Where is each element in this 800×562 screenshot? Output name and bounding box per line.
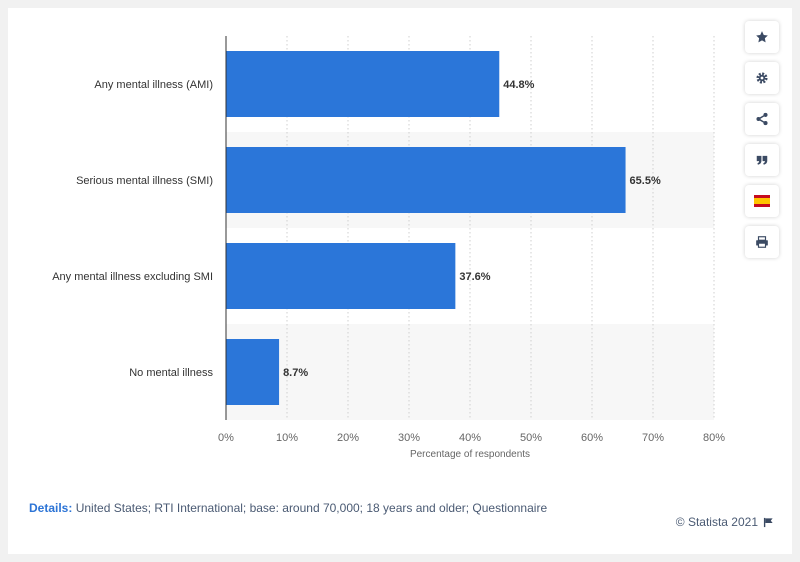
statista-credit[interactable]: © Statista 2021 [676, 515, 774, 529]
category-label: Any mental illness (AMI) [94, 79, 213, 91]
x-tick-label: 0% [218, 432, 234, 444]
x-tick-label: 60% [581, 432, 603, 444]
x-axis-title: Percentage of respondents [410, 449, 530, 460]
category-labels: Any mental illness (AMI) Serious mental i… [52, 79, 213, 379]
details-note: Details: United States; RTI Internationa… [29, 499, 549, 517]
favorite-button[interactable] [745, 21, 779, 53]
quote-icon [756, 155, 768, 165]
credit-text: © Statista 2021 [675, 515, 758, 529]
value-label: 44.8% [503, 79, 534, 91]
x-tick-label: 70% [642, 432, 664, 444]
value-label: 65.5% [630, 175, 661, 187]
bar[interactable] [226, 51, 500, 117]
x-tick-label: 80% [703, 432, 725, 444]
x-tick-labels: 0% 10% 20% 30% 40% 50% 60% 70% 80% [218, 432, 725, 444]
bar[interactable] [226, 339, 280, 405]
bar[interactable] [226, 243, 456, 309]
cite-button[interactable] [745, 144, 779, 176]
share-button[interactable] [745, 103, 779, 135]
gear-icon [756, 72, 768, 84]
x-tick-label: 50% [520, 432, 542, 444]
category-label: Serious mental illness (SMI) [76, 175, 213, 187]
share-icon [756, 112, 768, 126]
toolbar [745, 21, 779, 267]
bar[interactable] [226, 147, 626, 213]
x-tick-label: 40% [459, 432, 481, 444]
settings-button[interactable] [745, 62, 779, 94]
value-label: 8.7% [283, 367, 308, 379]
spain-flag-icon [754, 195, 770, 207]
flag-icon [763, 517, 773, 527]
category-label: No mental illness [129, 367, 213, 379]
value-labels: 44.8% 65.5% 37.6% 8.7% [283, 79, 661, 379]
bars [226, 51, 626, 405]
category-label: Any mental illness excluding SMI [52, 271, 213, 283]
x-tick-label: 30% [398, 432, 420, 444]
x-tick-label: 20% [337, 432, 359, 444]
details-label: Details: [29, 501, 73, 515]
language-button[interactable] [745, 185, 779, 217]
star-icon [756, 31, 768, 43]
print-icon [756, 236, 768, 248]
print-button[interactable] [745, 226, 779, 258]
details-text: United States; RTI International; base: … [75, 501, 548, 515]
x-tick-label: 10% [276, 432, 298, 444]
value-label: 37.6% [459, 271, 490, 283]
